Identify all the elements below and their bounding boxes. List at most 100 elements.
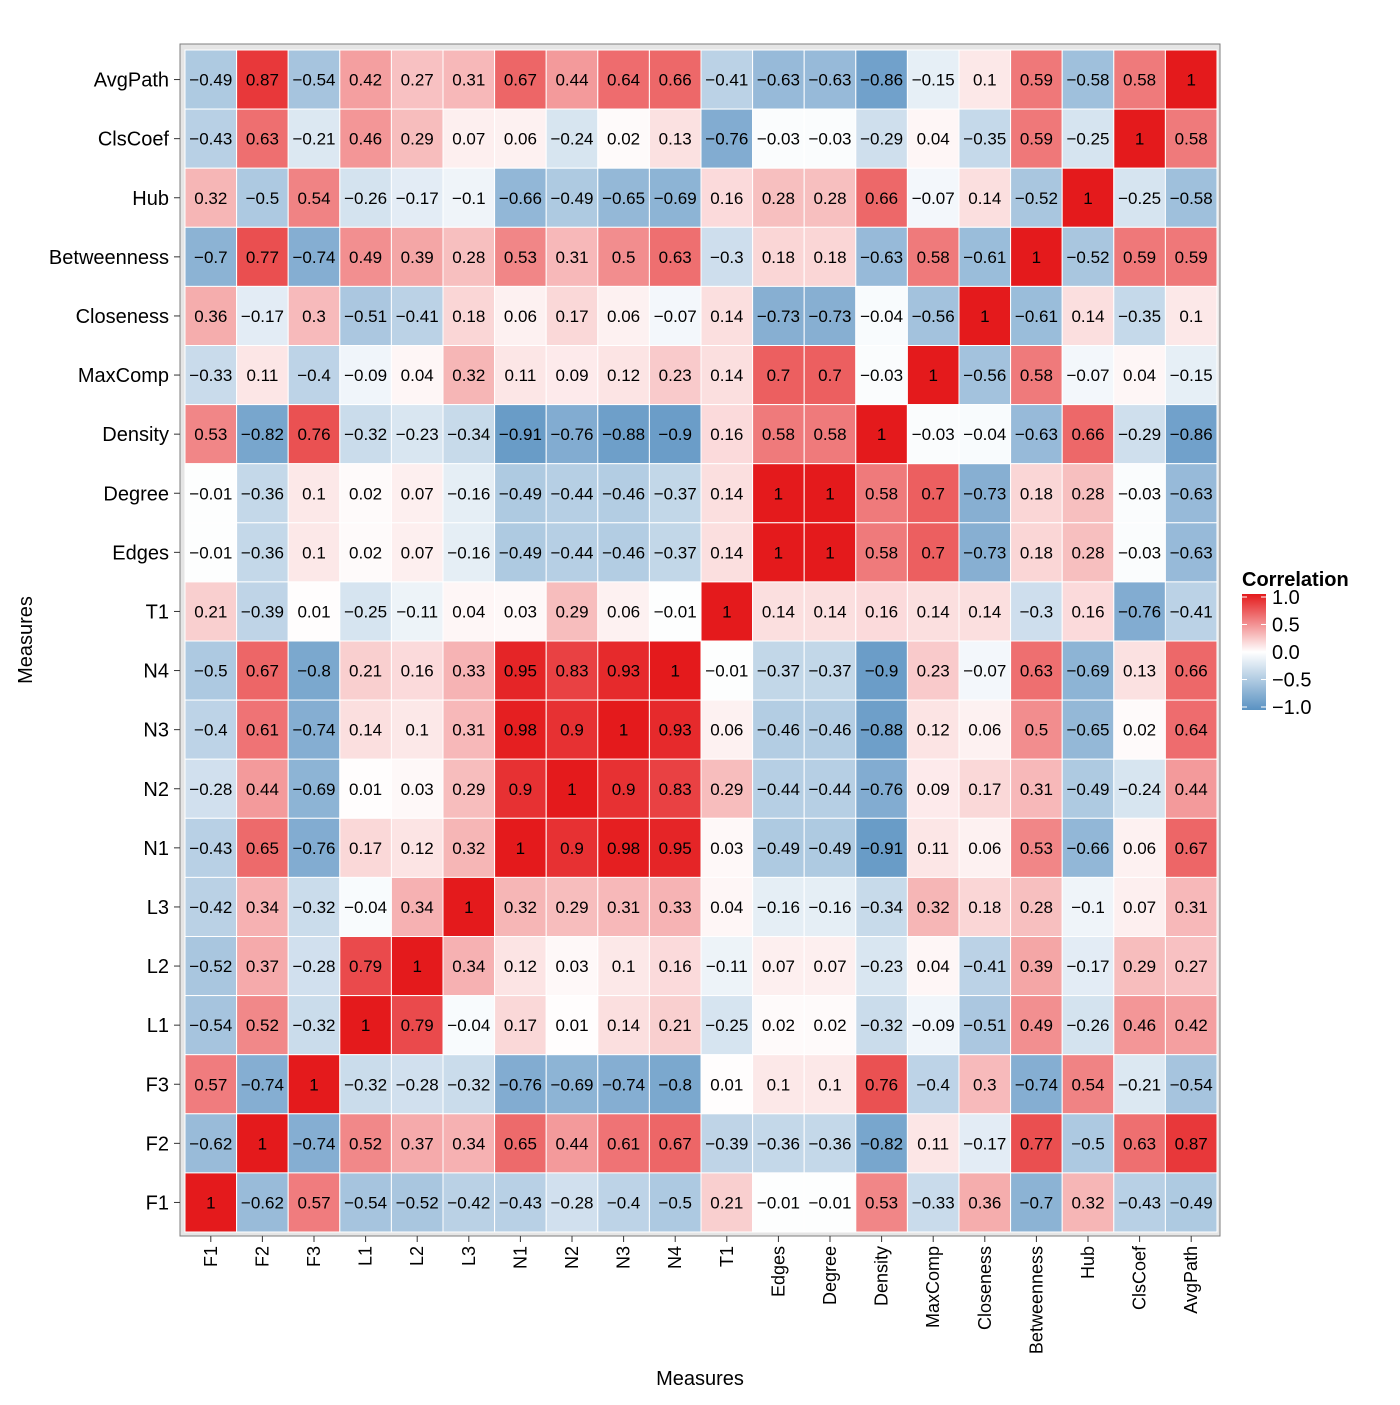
cell-value-label: 0.59 [1020, 71, 1053, 90]
cell-value-label: 1 [825, 484, 834, 503]
heatmap-cell [1113, 936, 1166, 997]
y-tick-label: L3 [147, 897, 169, 919]
cell-value-label: −0.49 [499, 484, 542, 503]
cell-value-label: 0.9 [509, 780, 533, 799]
heatmap-cell [494, 876, 547, 938]
cell-value-label: −0.11 [396, 602, 438, 621]
heatmap-cell [958, 463, 1012, 524]
heatmap-cell [1113, 995, 1166, 1056]
cell-value-label: −0.52 [1066, 248, 1109, 267]
heatmap-cell [236, 1113, 289, 1174]
heatmap-cell [648, 108, 702, 169]
cell-value-label: −0.41 [705, 71, 748, 90]
cell-value-label: 0.98 [504, 721, 537, 740]
heatmap-cell [906, 1172, 960, 1233]
cell-value-label: 0.23 [917, 662, 950, 681]
y-tick-label: N2 [143, 779, 169, 801]
heatmap-cell [1164, 817, 1218, 878]
y-tick-label: Density [102, 424, 169, 446]
x-tick-label: T1 [717, 1246, 737, 1267]
heatmap-cell [958, 876, 1012, 938]
cell-value-label: 0.12 [917, 721, 950, 740]
cell-value-label: −0.03 [1118, 484, 1161, 503]
cell-value-label: 0.46 [349, 130, 382, 149]
cell-value-label: −0.11 [706, 957, 748, 976]
cell-value-label: −0.03 [808, 130, 851, 149]
cell-value-label: −0.76 [292, 839, 335, 858]
cell-value-label: 0.28 [452, 248, 485, 267]
cell-value-label: 0.06 [607, 602, 640, 621]
heatmap-cell [700, 817, 754, 878]
cell-value-label: −0.62 [241, 1193, 284, 1212]
heatmap-cell [494, 49, 547, 110]
cell-value-label: 0.39 [1020, 957, 1053, 976]
cell-value-label: 0.32 [504, 898, 537, 917]
cell-value-label: −0.04 [344, 898, 387, 917]
cell-value-label: 0.49 [1020, 1016, 1053, 1035]
cell-value-label: 1 [980, 307, 989, 326]
heatmap-cell [339, 876, 392, 938]
cell-value-label: −0.24 [550, 130, 593, 149]
cell-value-label: 0.28 [1071, 543, 1104, 562]
heatmap-cell [339, 1054, 392, 1115]
heatmap-cell [803, 226, 857, 287]
cell-value-label: 0.32 [452, 839, 485, 858]
heatmap-cell [648, 1113, 702, 1174]
heatmap-cell [1164, 167, 1218, 228]
heatmap-cell [1164, 995, 1218, 1056]
heatmap-cell [803, 463, 857, 524]
heatmap-cell [1010, 49, 1063, 110]
heatmap-cell [906, 581, 960, 642]
heatmap-cell [494, 995, 547, 1056]
cell-value-label: 1 [412, 957, 421, 976]
cell-value-label: −0.26 [344, 189, 387, 208]
cell-value-label: −0.29 [860, 130, 903, 149]
heatmap-cell [597, 49, 650, 110]
cell-value-label: 0.11 [917, 1134, 949, 1153]
heatmap-cell [906, 226, 960, 287]
heatmap-cell [236, 345, 289, 406]
heatmap-cell [855, 995, 908, 1056]
cell-value-label: 0.76 [297, 425, 330, 444]
cell-value-label: 0.58 [865, 543, 898, 562]
cell-value-label: 0.04 [710, 898, 743, 917]
heatmap-cell [906, 108, 960, 169]
heatmap-cell [855, 404, 908, 465]
heatmap-cell [545, 758, 599, 819]
cell-value-label: −0.74 [292, 721, 335, 740]
cell-value-label: −0.44 [550, 543, 593, 562]
cell-value-label: 0.7 [921, 484, 945, 503]
y-axis-title: Measures [15, 596, 37, 684]
cell-value-label: 0.02 [762, 1016, 795, 1035]
cell-value-label: 0.31 [452, 721, 485, 740]
cell-value-label: 0.1 [302, 484, 326, 503]
heatmap-cell [236, 404, 289, 465]
cell-value-label: 0.12 [401, 839, 434, 858]
heatmap-cell [1113, 817, 1166, 878]
cell-value-label: 0.07 [452, 130, 485, 149]
heatmap-cell [545, 226, 599, 287]
cell-value-label: −0.86 [1170, 425, 1213, 444]
heatmap-cell [1010, 285, 1063, 346]
heatmap-cell [855, 1113, 908, 1174]
heatmap-cell [1113, 463, 1166, 524]
heatmap-cell [545, 1172, 599, 1233]
cell-value-label: 0.18 [1020, 543, 1053, 562]
cell-value-label: 0.09 [555, 366, 588, 385]
cell-value-label: 0.64 [607, 71, 640, 90]
cell-value-label: 0.66 [1071, 425, 1104, 444]
heatmap-cell [184, 463, 238, 524]
heatmap-cell [648, 995, 702, 1056]
x-tick-label: N3 [614, 1246, 634, 1269]
cell-value-label: −0.16 [757, 898, 800, 917]
x-tick-label: N4 [665, 1246, 685, 1269]
cell-value-label: 1 [774, 484, 783, 503]
cell-value-label: 0.31 [1175, 898, 1208, 917]
heatmap-cell [339, 463, 392, 524]
cell-value-label: −0.03 [1118, 543, 1161, 562]
cell-value-label: −0.3 [710, 248, 744, 267]
heatmap-cell [1164, 49, 1218, 110]
heatmap-cell [648, 758, 702, 819]
heatmap-cell [236, 522, 289, 583]
heatmap-cell [648, 463, 702, 524]
